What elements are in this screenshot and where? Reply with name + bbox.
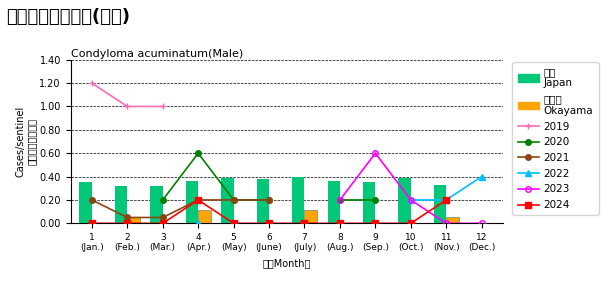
2019 bbox=[88, 82, 96, 85]
2024 bbox=[371, 222, 379, 225]
Y-axis label: Cases/sentinel
定点当たり診断数: Cases/sentinel 定点当たり診断数 bbox=[15, 106, 37, 177]
Bar bbox=[446, 217, 459, 223]
Line: 2022: 2022 bbox=[195, 173, 485, 227]
Bar bbox=[434, 185, 446, 223]
2019 bbox=[159, 105, 166, 108]
Text: 尖圭コンジローマ(男性): 尖圭コンジローマ(男性) bbox=[6, 8, 130, 27]
Bar bbox=[327, 181, 340, 223]
2022 bbox=[407, 198, 414, 202]
Bar bbox=[363, 183, 375, 223]
2024 bbox=[301, 222, 308, 225]
2023 bbox=[443, 222, 450, 225]
Bar bbox=[257, 179, 269, 223]
2023 bbox=[478, 222, 486, 225]
Line: 2019: 2019 bbox=[88, 80, 379, 157]
2020 bbox=[230, 198, 237, 202]
Bar bbox=[115, 186, 127, 223]
Text: Condyloma acuminatum(Male): Condyloma acuminatum(Male) bbox=[71, 49, 243, 59]
Bar bbox=[150, 186, 163, 223]
Bar bbox=[398, 178, 411, 223]
2021 bbox=[123, 216, 131, 219]
2019 bbox=[123, 105, 131, 108]
2020 bbox=[159, 198, 166, 202]
X-axis label: 月（Month）: 月（Month） bbox=[263, 258, 311, 268]
2019 bbox=[371, 151, 379, 155]
2024 bbox=[443, 198, 450, 202]
2021 bbox=[195, 198, 202, 202]
2021 bbox=[265, 198, 273, 202]
Bar bbox=[292, 177, 305, 223]
2024 bbox=[195, 198, 202, 202]
2022 bbox=[195, 222, 202, 225]
2022 bbox=[443, 198, 450, 202]
2024 bbox=[336, 222, 344, 225]
2024 bbox=[159, 222, 166, 225]
2020 bbox=[336, 198, 344, 202]
2024 bbox=[123, 222, 131, 225]
Line: 2024: 2024 bbox=[88, 196, 449, 227]
2023 bbox=[336, 198, 344, 202]
Legend: 全国
Japan, 岡山県
Okayama, 2019, 2020, 2021, 2022, 2023, 2024: 全国 Japan, 岡山県 Okayama, 2019, 2020, 2021,… bbox=[513, 62, 599, 215]
Bar bbox=[221, 178, 233, 223]
Bar bbox=[79, 183, 92, 223]
Bar bbox=[186, 181, 198, 223]
Line: 2020: 2020 bbox=[160, 151, 378, 203]
2023 bbox=[371, 151, 379, 155]
2024 bbox=[88, 222, 96, 225]
2022 bbox=[478, 175, 486, 178]
Line: 2023: 2023 bbox=[337, 151, 484, 226]
Bar bbox=[305, 211, 317, 223]
2021 bbox=[159, 216, 166, 219]
Line: 2021: 2021 bbox=[89, 197, 272, 220]
Bar bbox=[127, 217, 140, 223]
2024 bbox=[265, 222, 273, 225]
2024 bbox=[230, 222, 237, 225]
2023 bbox=[407, 198, 414, 202]
2021 bbox=[88, 198, 96, 202]
2020 bbox=[265, 198, 273, 202]
Bar bbox=[198, 211, 211, 223]
2021 bbox=[230, 198, 237, 202]
2024 bbox=[407, 222, 414, 225]
2020 bbox=[371, 198, 379, 202]
2020 bbox=[195, 151, 202, 155]
